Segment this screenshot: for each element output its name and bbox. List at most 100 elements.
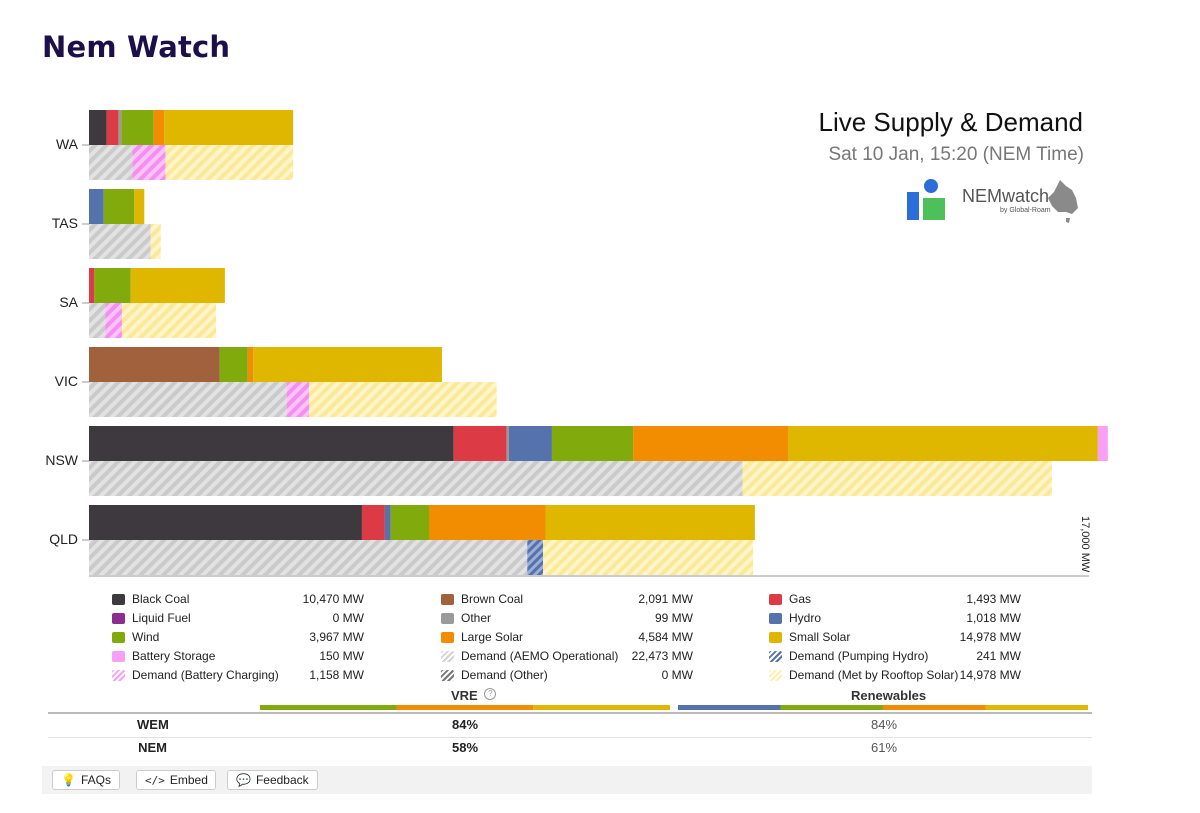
- feedback-label: Feedback: [255, 773, 309, 787]
- supply-bar-nsw-large-solar[interactable]: [633, 426, 789, 461]
- demand-bar-vic-demand-aemo[interactable]: [89, 382, 287, 417]
- lightbulb-icon: 💡: [61, 773, 76, 787]
- legend-name: Other: [461, 611, 492, 625]
- question-circle-icon[interactable]: ?: [484, 688, 497, 700]
- demand-bar-sa-demand-battery-charging[interactable]: [105, 303, 122, 338]
- nemwatch-logo-by: by Global-Roam: [1000, 207, 1051, 214]
- demand-bar-tas-demand-aemo[interactable]: [89, 224, 151, 259]
- supply-bar-qld-large-solar[interactable]: [429, 505, 546, 540]
- legend-item-brown-coal[interactable]: Brown Coal 2,091 MW: [441, 590, 693, 609]
- demand-bar-qld-demand-pumping-hydro[interactable]: [527, 540, 544, 575]
- legend-item-demand-met-rooftop[interactable]: Demand (Met by Rooftop Solar) 14,978 MW: [769, 666, 1021, 685]
- legend-name: Battery Storage: [132, 649, 216, 663]
- supply-bar-qld-black-coal[interactable]: [89, 505, 362, 540]
- demand-bar-tas-demand-met-rooftop[interactable]: [150, 224, 161, 259]
- supply-bar-qld-gas[interactable]: [361, 505, 385, 540]
- legend-swatch: [769, 594, 782, 605]
- supply-bar-vic-wind[interactable]: [219, 347, 248, 382]
- supply-bar-wa-wind[interactable]: [121, 110, 154, 145]
- supply-bar-qld-wind[interactable]: [390, 505, 429, 540]
- legend-name: Demand (Battery Charging): [132, 668, 279, 682]
- legend-item-hydro[interactable]: Hydro 1,018 MW: [769, 609, 1021, 628]
- demand-bar-nsw-demand-met-rooftop[interactable]: [742, 461, 1052, 496]
- supply-bar-qld-hydro[interactable]: [384, 505, 391, 540]
- legend-value: 241 MW: [976, 649, 1021, 663]
- supply-bar-nsw-battery[interactable]: [1097, 426, 1108, 461]
- supply-bar-tas-hydro[interactable]: [89, 189, 104, 224]
- supply-bar-nsw-black-coal[interactable]: [89, 426, 454, 461]
- legend-item-demand-other[interactable]: Demand (Other) 0 MW: [441, 666, 693, 685]
- demand-bar-wa-demand-met-rooftop[interactable]: [165, 145, 294, 180]
- legend-value: 2,091 MW: [638, 592, 693, 606]
- feedback-button[interactable]: 💬 Feedback: [227, 770, 318, 790]
- supply-bar-nsw-gas[interactable]: [453, 426, 507, 461]
- supply-bar-wa-other[interactable]: [118, 110, 122, 145]
- faqs-button[interactable]: 💡 FAQs: [52, 770, 120, 790]
- table-row-renewables: 61%: [871, 740, 898, 755]
- legend-item-demand-pumping-hydro[interactable]: Demand (Pumping Hydro) 241 MW: [769, 647, 1021, 666]
- demand-bar-wa-demand-battery-charging[interactable]: [132, 145, 166, 180]
- supply-bar-nsw-wind[interactable]: [551, 426, 634, 461]
- demand-bar-wa-demand-aemo[interactable]: [89, 145, 133, 180]
- renewables-bar-segment-large-solar: [883, 705, 986, 710]
- legend-item-battery[interactable]: Battery Storage 150 MW: [112, 647, 364, 666]
- legend-item-demand-battery-charging[interactable]: Demand (Battery Charging) 1,158 MW: [112, 666, 364, 685]
- legend-item-other[interactable]: Other 99 MW: [441, 609, 693, 628]
- table-row-vre: 84%: [452, 717, 479, 732]
- legend-item-gas[interactable]: Gas 1,493 MW: [769, 590, 1021, 609]
- table-row-market: NEM: [138, 740, 167, 755]
- supply-bar-vic-large-solar[interactable]: [247, 347, 254, 382]
- supply-bar-wa-gas[interactable]: [106, 110, 119, 145]
- demand-bar-vic-demand-battery-charging[interactable]: [286, 382, 309, 417]
- supply-bar-nsw-small-solar[interactable]: [788, 426, 1098, 461]
- legend-swatch: [769, 651, 782, 662]
- legend-item-black-coal[interactable]: Black Coal 10,470 MW: [112, 590, 364, 609]
- panel-subtitle: Sat 10 Jan, 15:20 (NEM Time): [828, 144, 1084, 165]
- supply-bar-sa-gas[interactable]: [89, 268, 95, 303]
- embed-button[interactable]: </> Embed: [136, 770, 216, 790]
- table-row-vre: 58%: [452, 740, 479, 755]
- legend-item-liquid-fuel[interactable]: Liquid Fuel 0 MW: [112, 609, 364, 628]
- legend-name: Demand (Met by Rooftop Solar): [789, 668, 959, 682]
- demand-bar-vic-demand-met-rooftop[interactable]: [309, 382, 497, 417]
- speech-bubble-icon: 💬: [236, 773, 251, 787]
- code-icon: </>: [145, 773, 165, 787]
- renewables-header: Renewables: [851, 688, 927, 703]
- legend-name: Demand (AEMO Operational): [461, 649, 619, 663]
- legend-swatch: [441, 670, 454, 681]
- supply-bar-tas-small-solar[interactable]: [134, 189, 145, 224]
- table-row-renewables: 84%: [871, 717, 898, 732]
- legend-item-small-solar[interactable]: Small Solar 14,978 MW: [769, 628, 1021, 647]
- supply-bar-wa-black-coal[interactable]: [89, 110, 107, 145]
- mix-bars: [260, 705, 1088, 710]
- supply-bar-sa-small-solar[interactable]: [130, 268, 225, 303]
- supply-bar-wa-small-solar[interactable]: [164, 110, 294, 145]
- legend-item-large-solar[interactable]: Large Solar 4,584 MW: [441, 628, 693, 647]
- supply-bar-vic-brown-coal[interactable]: [89, 347, 220, 382]
- demand-bar-sa-demand-met-rooftop[interactable]: [121, 303, 217, 338]
- supply-bar-sa-wind[interactable]: [94, 268, 131, 303]
- demand-bar-qld-demand-aemo[interactable]: [89, 540, 528, 575]
- legend-name: Wind: [132, 630, 160, 644]
- demand-bar-sa-demand-aemo[interactable]: [89, 303, 106, 338]
- legend-value: 14,978 MW: [959, 630, 1021, 644]
- supply-bar-nsw-hydro[interactable]: [509, 426, 552, 461]
- supply-bar-qld-small-solar[interactable]: [545, 505, 755, 540]
- demand-bar-nsw-demand-aemo[interactable]: [89, 461, 743, 496]
- legend-name: Gas: [789, 592, 812, 606]
- legend-swatch: [112, 632, 125, 643]
- vre-bar-segment-small-solar: [533, 705, 670, 710]
- legend-item-wind[interactable]: Wind 3,967 MW: [112, 628, 364, 647]
- legend-name: Black Coal: [132, 592, 190, 606]
- legend-value: 0 MW: [661, 668, 693, 682]
- legend-item-demand-aemo[interactable]: Demand (AEMO Operational) 22,473 MW: [441, 647, 693, 666]
- supply-bar-vic-small-solar[interactable]: [253, 347, 442, 382]
- demand-bar-qld-demand-met-rooftop[interactable]: [543, 540, 754, 575]
- legend-value: 1,018 MW: [966, 611, 1021, 625]
- region-label-wa: WA: [56, 136, 79, 152]
- legend-swatch: [112, 613, 125, 624]
- supply-bar-tas-wind[interactable]: [103, 189, 135, 224]
- supply-bar-wa-large-solar[interactable]: [153, 110, 165, 145]
- supply-bar-nsw-other[interactable]: [506, 426, 509, 461]
